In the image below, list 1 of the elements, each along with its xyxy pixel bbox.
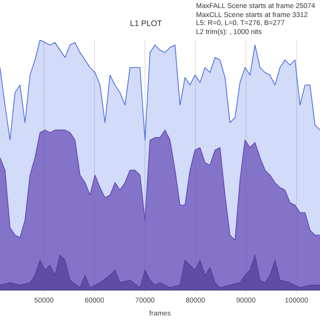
chart-title: L1 PLOT (130, 19, 162, 28)
